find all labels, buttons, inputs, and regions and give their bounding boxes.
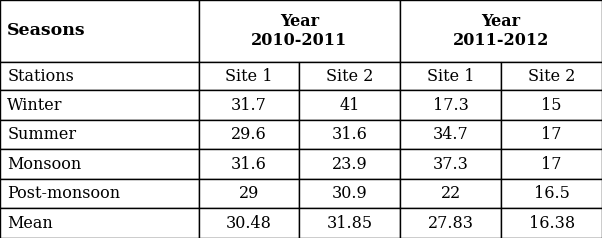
Text: Monsoon: Monsoon bbox=[7, 156, 81, 173]
Text: 29.6: 29.6 bbox=[231, 126, 267, 143]
Text: Site 2: Site 2 bbox=[528, 68, 576, 85]
Bar bbox=[0, 62, 199, 90]
Text: Site 1: Site 1 bbox=[427, 68, 474, 85]
Text: Seasons: Seasons bbox=[7, 22, 86, 40]
Text: Year
2011-2012: Year 2011-2012 bbox=[453, 13, 550, 49]
Text: 31.6: 31.6 bbox=[332, 126, 368, 143]
Text: 37.3: 37.3 bbox=[433, 156, 469, 173]
Text: 16.38: 16.38 bbox=[529, 215, 575, 232]
Bar bbox=[0, 120, 199, 149]
Text: 27.83: 27.83 bbox=[428, 215, 474, 232]
Text: Site 2: Site 2 bbox=[326, 68, 374, 85]
Bar bbox=[501, 149, 602, 179]
Bar bbox=[199, 90, 300, 120]
Text: 17.3: 17.3 bbox=[433, 97, 469, 114]
Text: 17: 17 bbox=[541, 156, 562, 173]
Bar bbox=[400, 120, 501, 149]
Bar bbox=[300, 90, 400, 120]
Text: Year
2010-2011: Year 2010-2011 bbox=[252, 13, 347, 49]
Text: Winter: Winter bbox=[7, 97, 63, 114]
Text: 31.85: 31.85 bbox=[327, 215, 373, 232]
Text: 17: 17 bbox=[541, 126, 562, 143]
Bar bbox=[0, 179, 199, 208]
Bar bbox=[501, 120, 602, 149]
Bar bbox=[199, 179, 300, 208]
Text: 22: 22 bbox=[441, 185, 461, 202]
Text: Site 1: Site 1 bbox=[225, 68, 273, 85]
Bar bbox=[0, 0, 199, 62]
Bar bbox=[501, 62, 602, 90]
Bar bbox=[199, 0, 400, 62]
Text: 16.5: 16.5 bbox=[533, 185, 569, 202]
Bar bbox=[400, 0, 602, 62]
Bar bbox=[300, 62, 400, 90]
Text: 41: 41 bbox=[340, 97, 360, 114]
Bar bbox=[501, 179, 602, 208]
Bar bbox=[300, 149, 400, 179]
Text: Post-monsoon: Post-monsoon bbox=[7, 185, 120, 202]
Bar bbox=[400, 149, 501, 179]
Text: 30.9: 30.9 bbox=[332, 185, 368, 202]
Bar bbox=[199, 149, 300, 179]
Text: 15: 15 bbox=[541, 97, 562, 114]
Bar bbox=[400, 208, 501, 238]
Bar bbox=[199, 62, 300, 90]
Text: 31.7: 31.7 bbox=[231, 97, 267, 114]
Bar bbox=[0, 90, 199, 120]
Bar bbox=[0, 208, 199, 238]
Bar bbox=[199, 208, 300, 238]
Bar bbox=[300, 179, 400, 208]
Bar bbox=[501, 208, 602, 238]
Text: 34.7: 34.7 bbox=[433, 126, 468, 143]
Text: Mean: Mean bbox=[7, 215, 53, 232]
Bar bbox=[400, 179, 501, 208]
Bar bbox=[400, 90, 501, 120]
Bar bbox=[501, 90, 602, 120]
Bar bbox=[400, 62, 501, 90]
Text: 23.9: 23.9 bbox=[332, 156, 368, 173]
Text: Summer: Summer bbox=[7, 126, 76, 143]
Bar bbox=[199, 120, 300, 149]
Bar bbox=[300, 208, 400, 238]
Text: Stations: Stations bbox=[7, 68, 74, 85]
Text: 29: 29 bbox=[239, 185, 259, 202]
Text: 31.6: 31.6 bbox=[231, 156, 267, 173]
Bar bbox=[300, 120, 400, 149]
Text: 30.48: 30.48 bbox=[226, 215, 272, 232]
Bar bbox=[0, 149, 199, 179]
